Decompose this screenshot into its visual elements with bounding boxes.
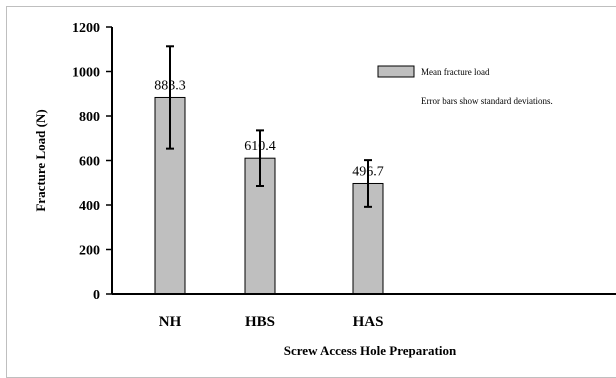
data-label-has: 496.7 bbox=[352, 164, 384, 179]
x-axis-ticks: NH HBS HAS bbox=[159, 314, 384, 330]
error-bar-hbs bbox=[256, 129, 264, 187]
data-label-hbs: 610.4 bbox=[244, 139, 276, 154]
legend-swatch bbox=[377, 65, 415, 78]
legend-entry: Mean fracture load bbox=[421, 67, 490, 77]
x-tick-label-nh: NH bbox=[159, 314, 182, 330]
bars bbox=[154, 96, 384, 295]
x-tick-label-has: HAS bbox=[353, 314, 384, 330]
y-tick-label: 0 bbox=[93, 288, 100, 303]
y-axis-ticks: 0 200 400 600 800 1000 1200 bbox=[72, 21, 112, 303]
error-bar-has bbox=[364, 159, 372, 208]
error-bars bbox=[166, 45, 372, 208]
y-tick-label: 1000 bbox=[72, 66, 100, 81]
data-labels: 883.3 610.4 496.7 bbox=[154, 78, 384, 179]
y-tick-label: 400 bbox=[79, 199, 100, 214]
y-axis-title: Fracture Load (N) bbox=[33, 109, 48, 211]
error-bar-nh bbox=[166, 45, 174, 150]
x-tick-label-hbs: HBS bbox=[245, 314, 275, 330]
y-tick-label: 200 bbox=[79, 244, 100, 259]
y-tick-label: 1200 bbox=[72, 21, 100, 36]
data-label-nh: 883.3 bbox=[154, 78, 186, 93]
y-tick-label: 600 bbox=[79, 155, 100, 170]
chart-frame bbox=[6, 6, 616, 378]
bar-chart: 0 200 400 600 800 1000 1200 883.3 610.4 496.7 NH… bbox=[33, 21, 616, 358]
legend: Mean fracture load Error bars show stand… bbox=[377, 65, 553, 106]
y-tick-label: 800 bbox=[79, 110, 100, 125]
x-axis-title: Screw Access Hole Preparation bbox=[284, 343, 457, 358]
legend-note: Error bars show standard deviations. bbox=[421, 96, 553, 106]
